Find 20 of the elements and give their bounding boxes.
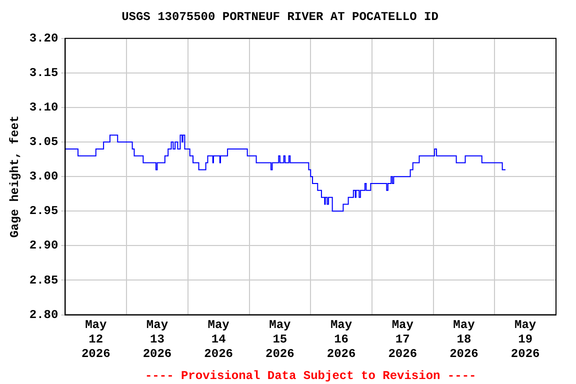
x-tick-label: May 15 2026 bbox=[266, 318, 294, 361]
y-axis-title: Gage height, feet bbox=[8, 115, 22, 238]
y-tick-label: 2.85 bbox=[29, 273, 58, 288]
x-tick-label: May 16 2026 bbox=[326, 318, 356, 361]
x-tick-label: May 18 2026 bbox=[450, 318, 478, 361]
y-tick-label: 3.20 bbox=[29, 31, 58, 46]
x-tick-label: May 19 2026 bbox=[510, 318, 540, 361]
x-tick-label: May 13 2026 bbox=[142, 318, 172, 361]
chart-title: USGS 13075500 PORTNEUF RIVER AT POCATELLO ID bbox=[122, 10, 438, 24]
x-tick-label: May 12 2026 bbox=[81, 318, 110, 361]
x-tick-label: May 14 2026 bbox=[204, 318, 233, 361]
x-tick-label: May 17 2026 bbox=[388, 318, 418, 361]
y-tick-label: 2.80 bbox=[29, 308, 58, 322]
y-tick-label: 3.05 bbox=[29, 135, 58, 150]
text: ---- Provisional Data Subject to Revision ---- bbox=[144, 369, 476, 384]
y-tick-label: 2.90 bbox=[29, 238, 58, 253]
y-tick-label: 3.15 bbox=[29, 66, 58, 80]
y-tick-label: 3.10 bbox=[29, 100, 58, 115]
y-tick-label: 2.95 bbox=[29, 204, 58, 218]
y-tick-label: 3.00 bbox=[29, 170, 58, 184]
